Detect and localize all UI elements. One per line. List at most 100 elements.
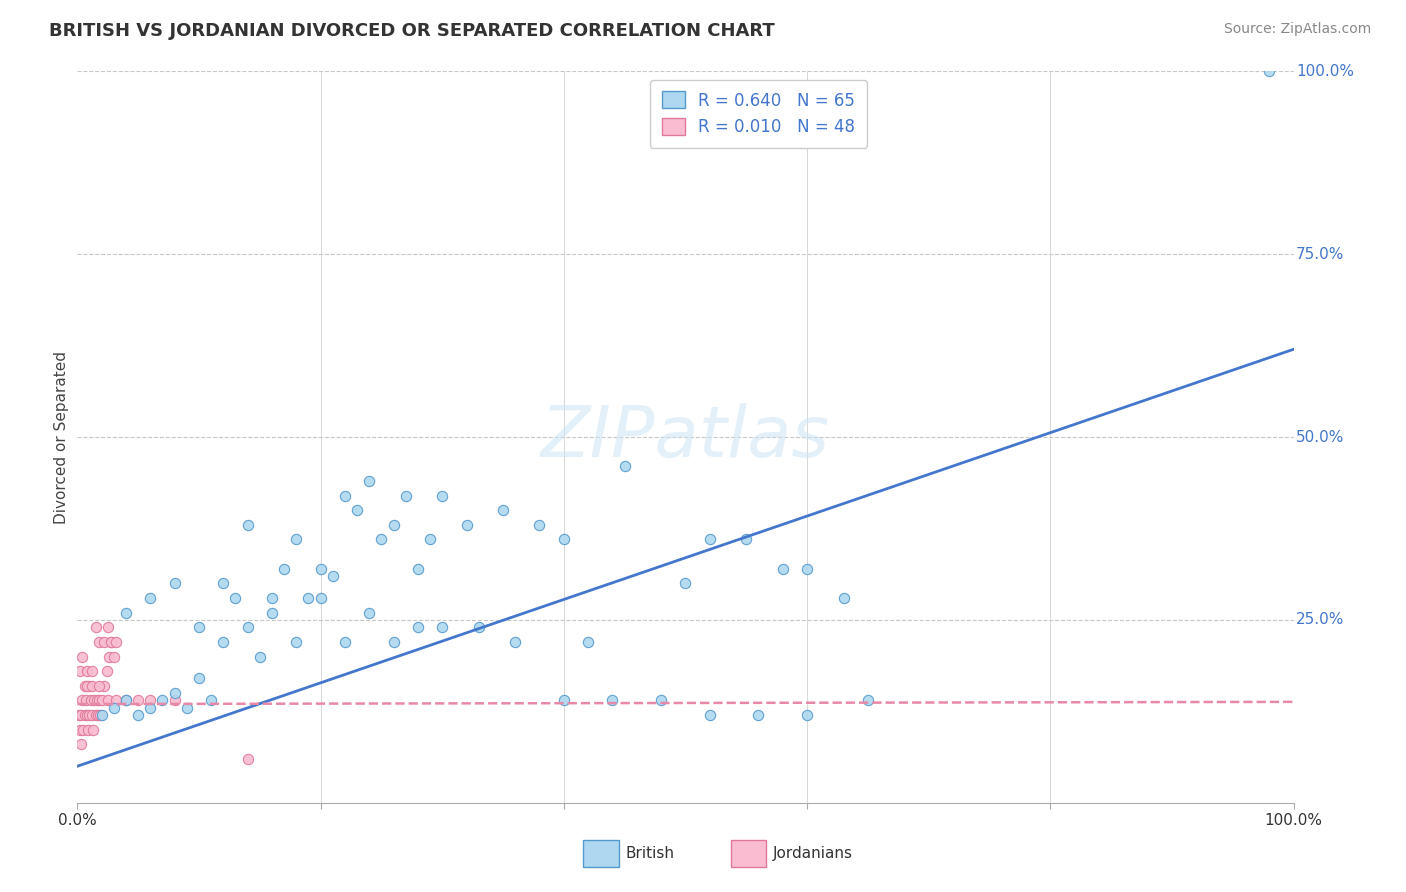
- Point: [69, 723, 91, 737]
- Point: [105, 693, 128, 707]
- Point: [200, 693, 222, 707]
- Point: [176, 700, 198, 714]
- Point: [115, 693, 138, 707]
- Point: [333, 489, 356, 503]
- Point: [467, 620, 489, 634]
- Point: [70, 693, 93, 707]
- Point: [163, 686, 186, 700]
- Point: [89, 635, 111, 649]
- Point: [80, 664, 103, 678]
- Point: [382, 517, 405, 532]
- Text: ZIPatlas: ZIPatlas: [541, 402, 830, 472]
- Text: Source: ZipAtlas.com: Source: ZipAtlas.com: [1223, 22, 1371, 37]
- Point: [80, 693, 103, 707]
- Point: [796, 708, 818, 723]
- Point: [127, 693, 149, 707]
- Text: BRITISH VS JORDANIAN DIVORCED OR SEPARATED CORRELATION CHART: BRITISH VS JORDANIAN DIVORCED OR SEPARAT…: [49, 22, 775, 40]
- Point: [83, 693, 105, 707]
- Point: [273, 562, 295, 576]
- Legend: R = 0.640   N = 65, R = 0.010   N = 48: R = 0.640 N = 65, R = 0.010 N = 48: [650, 79, 868, 148]
- Point: [89, 693, 111, 707]
- Text: 50.0%: 50.0%: [1296, 430, 1344, 444]
- Point: [503, 635, 526, 649]
- Point: [75, 693, 97, 707]
- Point: [735, 533, 758, 547]
- Point: [309, 591, 332, 605]
- Text: 75.0%: 75.0%: [1296, 247, 1344, 261]
- Point: [87, 708, 110, 723]
- Point: [796, 562, 818, 576]
- Point: [76, 679, 98, 693]
- Point: [333, 635, 356, 649]
- Point: [73, 679, 96, 693]
- Point: [76, 664, 98, 678]
- Point: [406, 562, 429, 576]
- Point: [115, 693, 138, 707]
- Point: [72, 723, 94, 737]
- Point: [1258, 64, 1281, 78]
- Point: [309, 562, 332, 576]
- Point: [97, 693, 120, 707]
- Point: [359, 606, 381, 620]
- Point: [79, 708, 101, 723]
- Point: [602, 693, 624, 707]
- Point: [103, 649, 125, 664]
- Point: [699, 708, 721, 723]
- Text: 25.0%: 25.0%: [1296, 613, 1344, 627]
- Point: [699, 533, 721, 547]
- Point: [772, 562, 794, 576]
- Point: [212, 576, 235, 591]
- Point: [90, 708, 112, 723]
- Point: [89, 679, 111, 693]
- Point: [90, 693, 112, 707]
- Point: [675, 576, 697, 591]
- Point: [346, 503, 368, 517]
- Point: [82, 723, 104, 737]
- Point: [115, 606, 138, 620]
- Point: [127, 708, 149, 723]
- Point: [163, 576, 186, 591]
- Point: [139, 693, 162, 707]
- Point: [105, 635, 128, 649]
- Point: [856, 693, 879, 707]
- Point: [77, 723, 100, 737]
- Point: [285, 635, 308, 649]
- Point: [139, 591, 162, 605]
- Point: [188, 672, 211, 686]
- Point: [359, 474, 381, 488]
- Point: [832, 591, 855, 605]
- Point: [285, 533, 308, 547]
- Point: [419, 533, 441, 547]
- Point: [553, 693, 575, 707]
- Point: [97, 649, 120, 664]
- Point: [97, 620, 120, 634]
- Point: [456, 517, 478, 532]
- Point: [93, 635, 115, 649]
- Point: [212, 635, 235, 649]
- Point: [236, 517, 259, 532]
- Y-axis label: Divorced or Separated: Divorced or Separated: [53, 351, 69, 524]
- Point: [79, 679, 101, 693]
- Text: 100.0%: 100.0%: [1296, 64, 1354, 78]
- Point: [100, 635, 122, 649]
- Point: [224, 591, 246, 605]
- Point: [382, 635, 405, 649]
- Point: [80, 708, 103, 723]
- Point: [67, 708, 90, 723]
- Point: [529, 517, 551, 532]
- Point: [76, 708, 98, 723]
- Point: [70, 708, 93, 723]
- Point: [93, 679, 115, 693]
- Point: [100, 635, 122, 649]
- Point: [236, 752, 259, 766]
- Point: [69, 664, 91, 678]
- Point: [73, 708, 96, 723]
- Point: [260, 606, 283, 620]
- Point: [236, 620, 259, 634]
- Point: [395, 489, 418, 503]
- Point: [260, 591, 283, 605]
- Point: [430, 489, 453, 503]
- Point: [370, 533, 392, 547]
- Point: [89, 708, 111, 723]
- Point: [650, 693, 672, 707]
